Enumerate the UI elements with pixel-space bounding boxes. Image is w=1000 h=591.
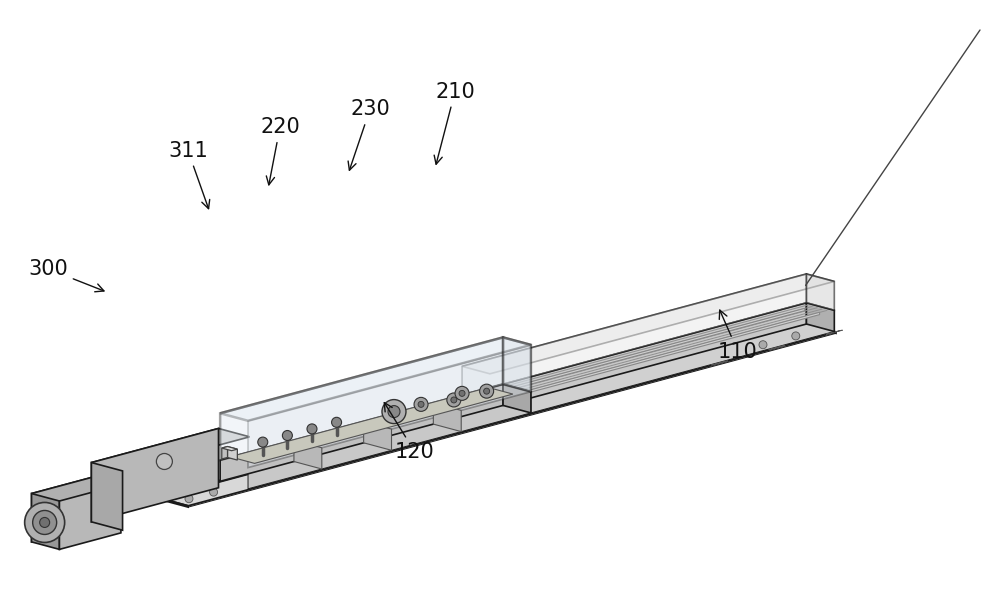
Circle shape <box>258 437 268 447</box>
Polygon shape <box>711 361 728 365</box>
Polygon shape <box>477 309 805 399</box>
Polygon shape <box>91 463 123 530</box>
Polygon shape <box>503 384 531 413</box>
Circle shape <box>451 397 457 403</box>
Text: 220: 220 <box>260 117 300 185</box>
Polygon shape <box>32 493 59 550</box>
Polygon shape <box>222 447 228 459</box>
Polygon shape <box>248 392 531 489</box>
Circle shape <box>414 397 428 411</box>
Text: 230: 230 <box>348 99 390 170</box>
Polygon shape <box>462 303 834 402</box>
Text: 210: 210 <box>434 82 475 164</box>
Circle shape <box>25 502 65 543</box>
Polygon shape <box>294 440 322 469</box>
Polygon shape <box>364 421 392 450</box>
Polygon shape <box>230 388 513 463</box>
Polygon shape <box>220 384 531 467</box>
Polygon shape <box>462 303 806 417</box>
Circle shape <box>759 341 767 349</box>
Circle shape <box>282 430 292 440</box>
Polygon shape <box>503 337 531 392</box>
Polygon shape <box>492 312 820 402</box>
Circle shape <box>332 417 342 427</box>
Polygon shape <box>806 274 834 310</box>
Circle shape <box>480 384 494 398</box>
Circle shape <box>382 400 406 424</box>
Polygon shape <box>220 384 503 481</box>
Polygon shape <box>462 274 806 395</box>
Text: 300: 300 <box>28 259 104 292</box>
Circle shape <box>447 393 461 407</box>
Polygon shape <box>806 303 834 332</box>
Polygon shape <box>769 346 785 350</box>
Polygon shape <box>222 447 237 451</box>
Circle shape <box>484 388 490 394</box>
Polygon shape <box>248 345 531 467</box>
Circle shape <box>156 453 172 469</box>
Polygon shape <box>32 477 93 542</box>
Text: 120: 120 <box>384 402 435 462</box>
Polygon shape <box>91 428 250 471</box>
Polygon shape <box>805 324 836 333</box>
Polygon shape <box>462 274 834 374</box>
Polygon shape <box>59 485 121 550</box>
Polygon shape <box>490 310 834 424</box>
Polygon shape <box>433 403 461 431</box>
Circle shape <box>33 511 57 534</box>
Circle shape <box>185 495 193 503</box>
Circle shape <box>792 332 800 340</box>
Polygon shape <box>826 330 843 335</box>
Text: 311: 311 <box>168 141 210 209</box>
Text: 110: 110 <box>718 310 758 362</box>
Polygon shape <box>157 498 188 507</box>
Polygon shape <box>32 477 121 501</box>
Polygon shape <box>188 332 836 507</box>
Circle shape <box>459 391 465 397</box>
Polygon shape <box>220 337 531 421</box>
Circle shape <box>307 424 317 434</box>
Circle shape <box>40 518 50 527</box>
Circle shape <box>455 387 469 400</box>
Polygon shape <box>157 324 805 499</box>
Circle shape <box>418 401 424 407</box>
Circle shape <box>210 488 218 496</box>
Polygon shape <box>157 324 836 506</box>
Circle shape <box>388 405 400 418</box>
Polygon shape <box>91 428 218 522</box>
Polygon shape <box>220 337 503 460</box>
Polygon shape <box>228 447 237 460</box>
